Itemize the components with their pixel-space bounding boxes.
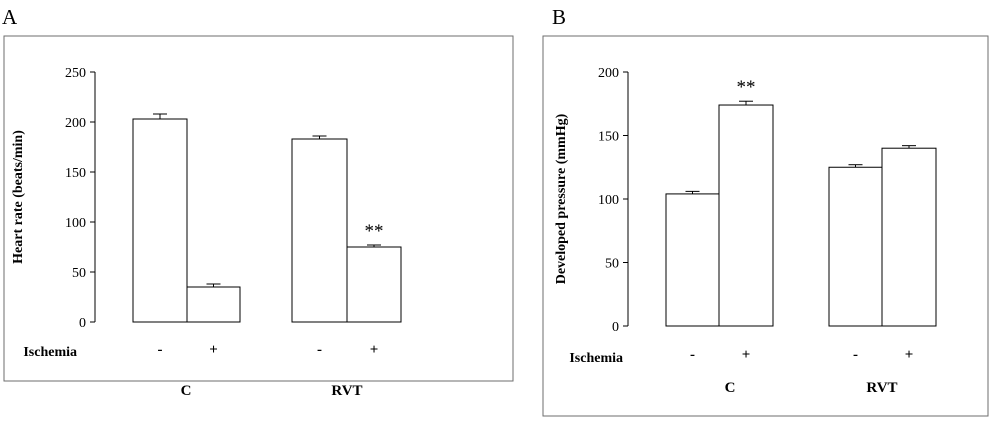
y-tick-label: 0 [612,320,619,335]
significance-marker: ** [737,77,756,98]
panel-b-letter: B [552,5,566,29]
ischemia-sign: - [158,342,163,358]
significance-marker: ** [365,221,384,242]
y-tick-label: 50 [605,257,619,272]
y-axis-label: Heart rate (beats/min) [11,130,26,264]
ischemia-sign: - [317,342,322,358]
bar [718,104,774,327]
ischemia-sign: + [370,342,379,358]
group-label: RVT [331,383,362,399]
group-label: C [725,380,736,396]
y-tick-label: 100 [598,193,619,208]
y-tick-label: 100 [65,216,86,231]
chart-panel-a: 0 50 100 150 200 250 Heart rate (beats/min) - + C… [3,35,514,399]
y-tick-label: 150 [598,130,619,145]
ischemia-row-label: Ischemia [569,351,623,366]
bar [828,166,883,327]
ischemia-row-label: Ischemia [23,345,77,360]
group-label: RVT [866,380,897,396]
ischemia-sign: - [690,347,695,363]
y-tick-label: 150 [65,166,86,181]
group-label: C [181,383,192,399]
panel-frame [542,35,989,417]
y-tick-label: 50 [72,266,86,281]
y-tick-label: 200 [65,116,86,131]
ischemia-sign: + [905,347,914,363]
y-tick-label: 0 [79,316,86,331]
bar [346,246,402,323]
ischemia-sign: + [209,342,218,358]
panel-a-letter: A [2,5,18,29]
bar [881,147,937,327]
bar [291,138,348,323]
chart-panel-b: 0 50 100 150 200 Developed pressure (mmHg) - **… [542,35,989,417]
ischemia-sign: - [853,347,858,363]
ischemia-sign: + [742,347,751,363]
bar [132,118,188,323]
bar [665,193,720,327]
y-tick-label: 200 [598,66,619,81]
y-axis-label: Developed pressure (mmHg) [554,113,569,284]
y-tick-label: 250 [65,66,86,81]
panel-frame [3,35,514,382]
bar [186,286,241,323]
